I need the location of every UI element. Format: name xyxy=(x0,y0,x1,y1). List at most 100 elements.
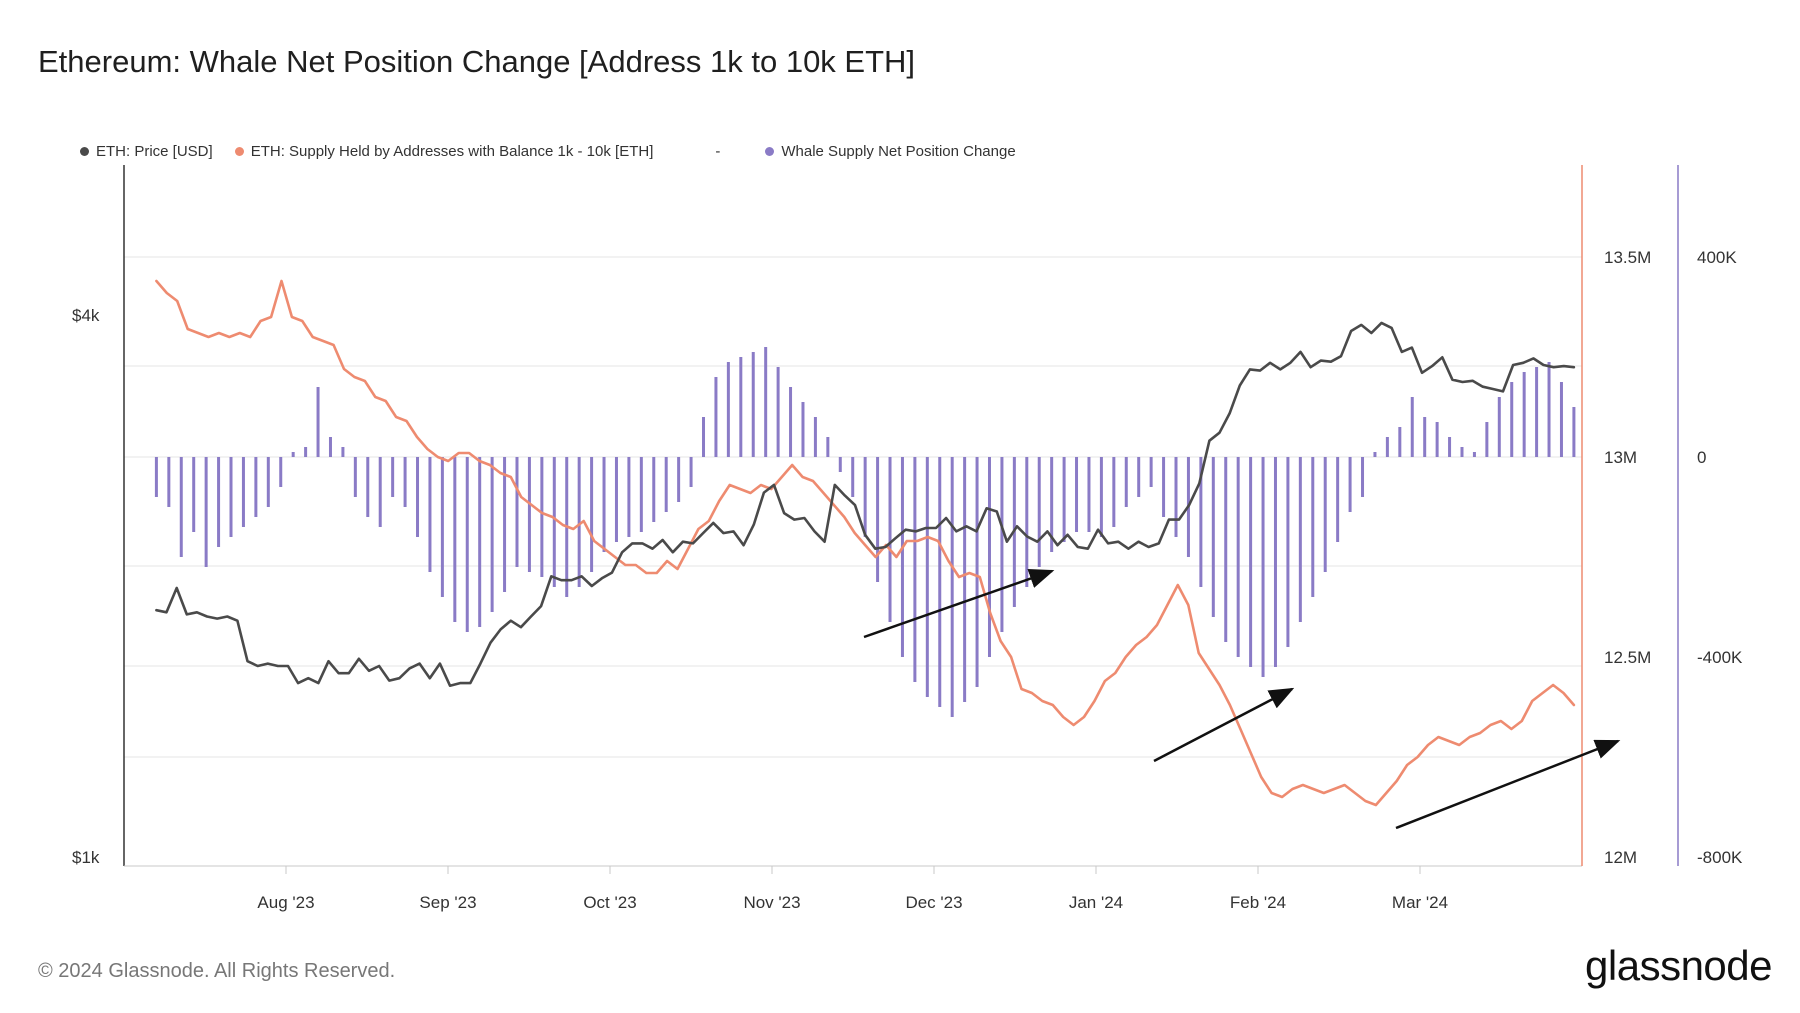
annotation-arrow-2 xyxy=(1395,739,1621,830)
supply-line xyxy=(155,279,1576,807)
net-change-bar xyxy=(1199,457,1203,587)
legend-label-supply: ETH: Supply Held by Addresses with Balan… xyxy=(250,142,654,160)
legend-item-supply[interactable]: ETH: Supply Held by Addresses with Balan… xyxy=(234,142,654,160)
net-change-bar xyxy=(726,362,730,457)
net-change-bar xyxy=(403,457,407,507)
net-change-bar xyxy=(1323,457,1327,572)
net-change-bar xyxy=(440,457,444,597)
legend-item-price[interactable]: ETH: Price [USD] xyxy=(80,143,213,160)
net-change-bar xyxy=(1261,457,1265,677)
net-change-bar xyxy=(552,457,556,587)
net-change-bar xyxy=(1522,372,1526,457)
supply-series xyxy=(155,279,1576,807)
net-change-bar xyxy=(838,457,842,472)
net-change-bar xyxy=(1062,457,1066,542)
legend: ETH: Price [USD] ETH: Supply Held by Add… xyxy=(80,140,1038,162)
net-change-bar xyxy=(1037,457,1041,567)
net-change-bar xyxy=(639,457,643,532)
net-change-bar xyxy=(1361,457,1365,497)
x-tick-label: Nov '23 xyxy=(743,893,800,912)
net-change-bar xyxy=(1535,367,1539,457)
net-change-bar xyxy=(341,447,345,457)
legend-label-net-change: Whale Supply Net Position Change xyxy=(781,142,1016,160)
annotation-arrow-0 xyxy=(863,569,1055,639)
net-change-bar xyxy=(453,457,457,622)
net-change-bar xyxy=(963,457,967,702)
net-change-bar xyxy=(1162,457,1166,517)
net-change-bar xyxy=(353,457,357,497)
net-change-bar xyxy=(1510,382,1514,457)
net-change-bar xyxy=(316,387,320,457)
net-change-bar xyxy=(1273,457,1277,667)
net-change-bar xyxy=(1174,457,1178,537)
y-left-tick-label: $4k xyxy=(72,306,100,325)
net-change-bar xyxy=(1559,382,1563,457)
tick-labels: Aug '23 Sep '23 Oct '23 Nov '23 Dec '23 Jan '… xyxy=(72,248,1743,912)
net-change-bar xyxy=(702,417,706,457)
net-change-bar xyxy=(1311,457,1315,597)
legend-separator: - xyxy=(715,142,721,160)
net-change-bar xyxy=(304,447,308,457)
y-left-tick-label: $1k xyxy=(72,848,100,867)
net-change-bar xyxy=(1286,457,1290,647)
net-change-bar xyxy=(863,457,867,537)
net-change-bar xyxy=(478,457,482,627)
x-tick-label: Mar '24 xyxy=(1392,893,1448,912)
net-change-bar xyxy=(925,457,929,697)
net-change-bar xyxy=(1497,397,1501,457)
net-change-bar xyxy=(1124,457,1128,507)
x-tick-label: Jan '24 xyxy=(1069,893,1123,912)
x-tick-label: Aug '23 xyxy=(257,893,314,912)
copyright: © 2024 Glassnode. All Rights Reserved. xyxy=(38,960,396,982)
price-series xyxy=(155,321,1576,688)
net-change-bar xyxy=(1224,457,1228,642)
net-change-bar xyxy=(714,377,718,457)
grid-layer xyxy=(124,256,1582,758)
net-change-bar xyxy=(527,457,531,572)
net-change-bar xyxy=(751,352,755,457)
net-change-bar xyxy=(627,457,631,537)
net-change-bar xyxy=(938,457,942,707)
legend-dot-net-change xyxy=(765,146,775,156)
net-change-bar xyxy=(503,457,507,592)
chart-title: Ethereum: Whale Net Position Change [Add… xyxy=(38,44,916,79)
net-change-bar xyxy=(291,452,295,457)
net-change-bar xyxy=(677,457,681,502)
net-change-bar xyxy=(1485,422,1489,457)
net-change-bar xyxy=(1000,457,1004,632)
net-change-bar xyxy=(689,457,693,487)
net-change-bar xyxy=(1050,457,1054,552)
net-change-bar xyxy=(1410,397,1414,457)
net-change-bar xyxy=(154,457,158,497)
price-line xyxy=(155,321,1576,688)
net-change-bar xyxy=(851,457,855,497)
net-change-bar xyxy=(1336,457,1340,542)
net-change-bar xyxy=(1460,447,1464,457)
net-change-bar xyxy=(1087,457,1091,532)
y-net-change-tick-label: -800K xyxy=(1697,848,1743,867)
net-change-bar xyxy=(1249,457,1253,667)
net-change-bar xyxy=(1236,457,1240,657)
y-supply-tick-label: 12.5M xyxy=(1604,648,1651,667)
net-change-bar xyxy=(328,437,332,457)
net-change-bar xyxy=(577,457,581,587)
net-change-bar xyxy=(1348,457,1352,512)
net-change-bar xyxy=(254,457,258,517)
legend-item-net-change[interactable]: Whale Supply Net Position Change xyxy=(765,142,1016,160)
y-supply-tick-label: 13M xyxy=(1604,448,1637,467)
net-change-bar xyxy=(664,457,668,512)
net-change-bar xyxy=(378,457,382,527)
net-change-bar xyxy=(465,457,469,632)
net-change-bar xyxy=(241,457,245,527)
net-change-bar xyxy=(1298,457,1302,622)
legend-dot-price xyxy=(80,146,89,156)
glassnode-logo: glassnode xyxy=(1585,942,1772,989)
net-change-bar xyxy=(789,387,793,457)
net-change-bar xyxy=(1099,457,1103,537)
net-change-bar xyxy=(217,457,221,547)
net-change-bar xyxy=(391,457,395,497)
net-change-bar xyxy=(888,457,892,622)
net-change-bar xyxy=(652,457,656,522)
net-change-bar xyxy=(1547,362,1551,457)
